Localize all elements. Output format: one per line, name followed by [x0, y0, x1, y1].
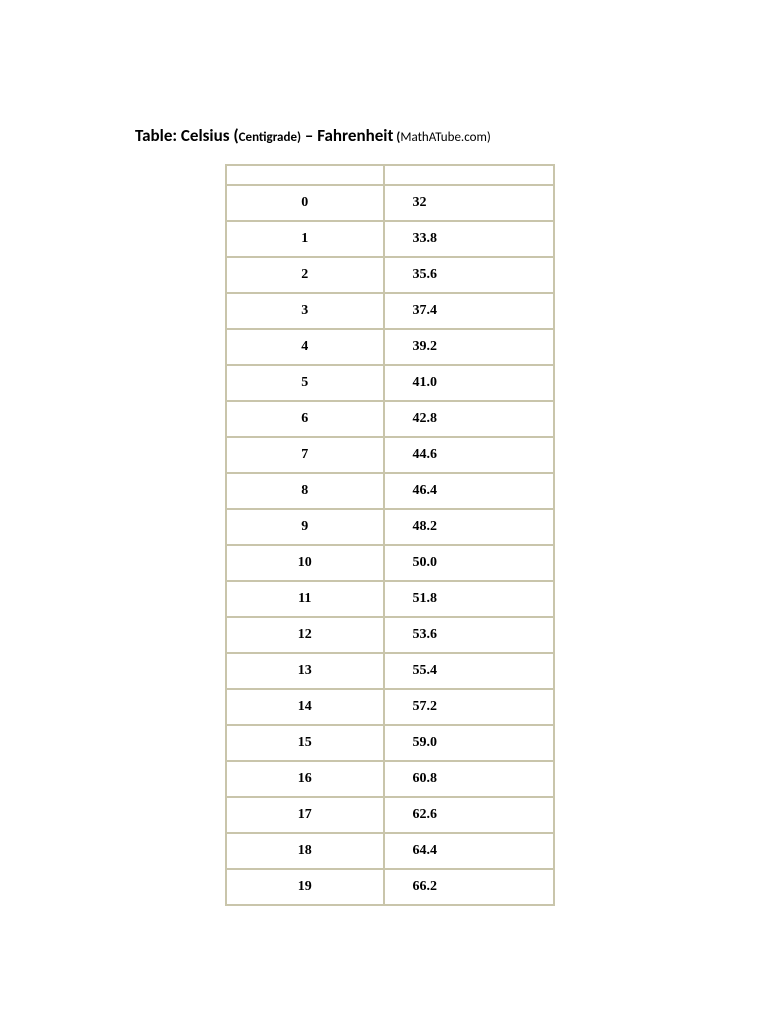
- cell-celsius: 2: [227, 258, 383, 292]
- cell-fahrenheit: 32: [385, 186, 553, 220]
- table-row: 439.2: [227, 330, 553, 364]
- cell-fahrenheit: 64.4: [385, 834, 553, 868]
- table-row: 541.0: [227, 366, 553, 400]
- table-row: 846.4: [227, 474, 553, 508]
- cell-celsius: 7: [227, 438, 383, 472]
- table-header-row: [227, 166, 553, 184]
- table-row: 948.2: [227, 510, 553, 544]
- title-part-2: Centigrade): [239, 130, 301, 145]
- cell-celsius: 9: [227, 510, 383, 544]
- cell-fahrenheit: 50.0: [385, 546, 553, 580]
- cell-fahrenheit: 42.8: [385, 402, 553, 436]
- header-cell-celsius: [227, 166, 383, 184]
- cell-fahrenheit: 62.6: [385, 798, 553, 832]
- cell-celsius: 13: [227, 654, 383, 688]
- cell-celsius: 16: [227, 762, 383, 796]
- table-row: 1457.2: [227, 690, 553, 724]
- page-title: Table: Celsius (Centigrade) – Fahrenheit…: [135, 125, 768, 146]
- table-row: 744.6: [227, 438, 553, 472]
- cell-fahrenheit: 51.8: [385, 582, 553, 616]
- table-row: 1966.2: [227, 870, 553, 904]
- cell-celsius: 11: [227, 582, 383, 616]
- cell-celsius: 1: [227, 222, 383, 256]
- cell-fahrenheit: 60.8: [385, 762, 553, 796]
- cell-celsius: 0: [227, 186, 383, 220]
- cell-celsius: 14: [227, 690, 383, 724]
- cell-fahrenheit: 66.2: [385, 870, 553, 904]
- table-row: 133.8: [227, 222, 553, 256]
- cell-celsius: 5: [227, 366, 383, 400]
- cell-celsius: 10: [227, 546, 383, 580]
- table-row: 1151.8: [227, 582, 553, 616]
- title-part-3: – Fahrenheit: [301, 125, 393, 146]
- cell-celsius: 17: [227, 798, 383, 832]
- table-row: 1864.4: [227, 834, 553, 868]
- document-page: Table: Celsius (Centigrade) – Fahrenheit…: [0, 0, 768, 906]
- cell-celsius: 6: [227, 402, 383, 436]
- conversion-table-container: 032 133.8 235.6 337.4 439.2 541.0 642.8 …: [225, 164, 555, 906]
- title-part-5: MathATube.com): [400, 130, 490, 145]
- table-row: 1762.6: [227, 798, 553, 832]
- cell-fahrenheit: 59.0: [385, 726, 553, 760]
- cell-celsius: 15: [227, 726, 383, 760]
- conversion-table-body: 032 133.8 235.6 337.4 439.2 541.0 642.8 …: [227, 166, 553, 904]
- cell-fahrenheit: 39.2: [385, 330, 553, 364]
- cell-celsius: 18: [227, 834, 383, 868]
- cell-fahrenheit: 44.6: [385, 438, 553, 472]
- cell-celsius: 3: [227, 294, 383, 328]
- conversion-table: 032 133.8 235.6 337.4 439.2 541.0 642.8 …: [225, 164, 555, 906]
- cell-fahrenheit: 35.6: [385, 258, 553, 292]
- cell-celsius: 8: [227, 474, 383, 508]
- table-row: 642.8: [227, 402, 553, 436]
- cell-fahrenheit: 33.8: [385, 222, 553, 256]
- table-row: 1253.6: [227, 618, 553, 652]
- cell-fahrenheit: 57.2: [385, 690, 553, 724]
- table-row: 1559.0: [227, 726, 553, 760]
- header-cell-fahrenheit: [385, 166, 553, 184]
- cell-fahrenheit: 53.6: [385, 618, 553, 652]
- cell-celsius: 12: [227, 618, 383, 652]
- cell-fahrenheit: 41.0: [385, 366, 553, 400]
- title-part-1: Table: Celsius (: [135, 125, 239, 146]
- cell-fahrenheit: 48.2: [385, 510, 553, 544]
- cell-celsius: 4: [227, 330, 383, 364]
- table-row: 337.4: [227, 294, 553, 328]
- cell-celsius: 19: [227, 870, 383, 904]
- table-row: 235.6: [227, 258, 553, 292]
- table-row: 1660.8: [227, 762, 553, 796]
- cell-fahrenheit: 46.4: [385, 474, 553, 508]
- table-row: 1050.0: [227, 546, 553, 580]
- cell-fahrenheit: 37.4: [385, 294, 553, 328]
- cell-fahrenheit: 55.4: [385, 654, 553, 688]
- table-row: 1355.4: [227, 654, 553, 688]
- table-row: 032: [227, 186, 553, 220]
